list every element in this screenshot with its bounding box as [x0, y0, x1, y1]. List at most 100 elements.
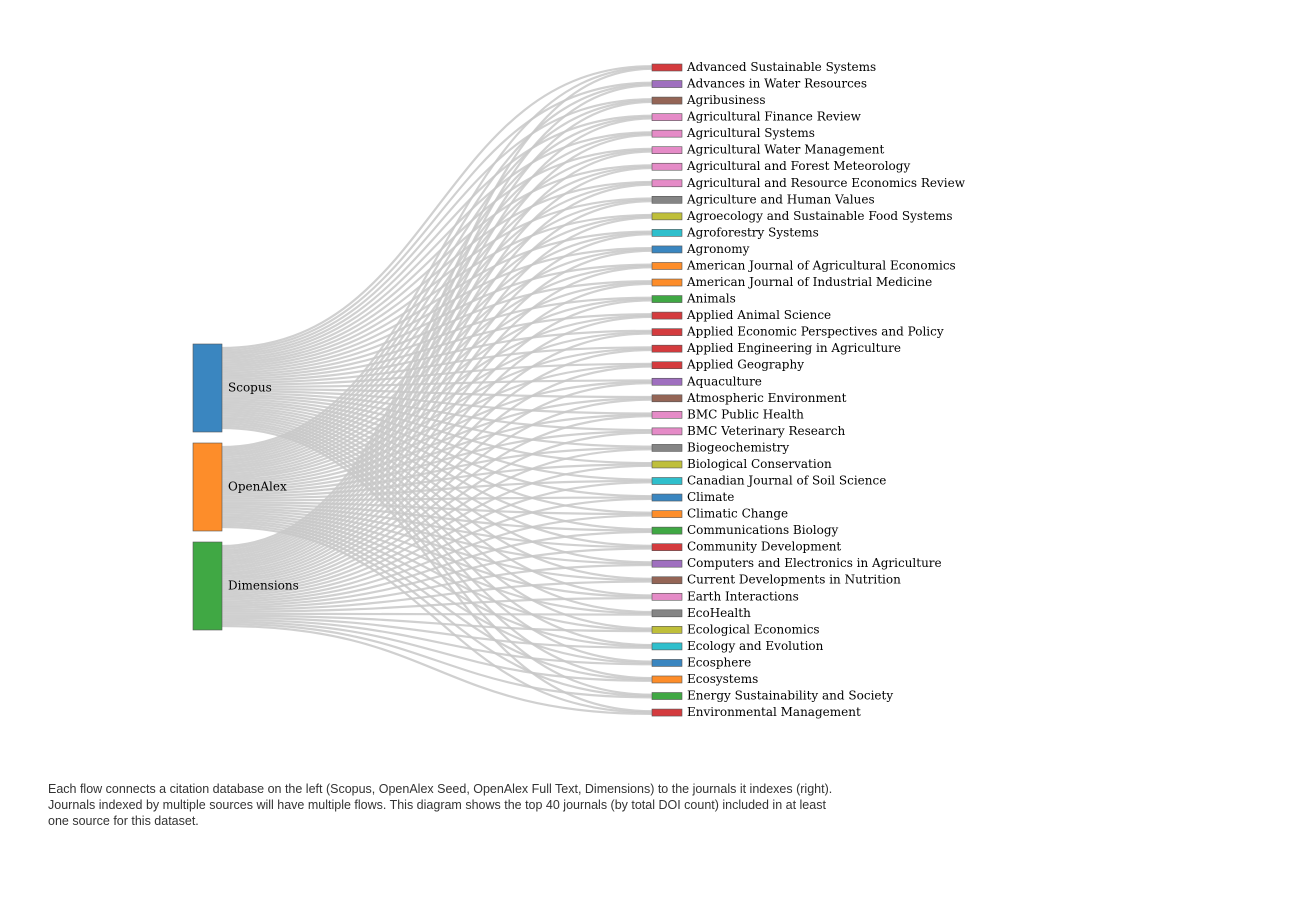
flow-scopus-to-computers-and-electronics-in-agriculture[interactable]: [221, 408, 653, 564]
flow-dimensions-to-agronomy[interactable]: [221, 249, 653, 570]
flow-dimensions-to-applied-geography[interactable]: [221, 365, 653, 585]
flow-openalex-to-american-journal-of-agricultural-economics[interactable]: [221, 264, 653, 473]
flow-dimensions-to-agroecology-and-sustainable-food-systems[interactable]: [221, 216, 653, 566]
journal-node-community-development[interactable]: [651, 543, 683, 551]
flow-dimensions-to-agricultural-systems[interactable]: [221, 133, 653, 556]
journal-node-ecosphere[interactable]: [651, 659, 683, 667]
journal-node-ecohealth[interactable]: [651, 609, 683, 618]
flow-dimensions-to-aquaculture[interactable]: [221, 381, 653, 587]
flow-scopus-to-biogeochemistry[interactable]: [221, 394, 653, 448]
flow-openalex-to-ecohealth[interactable]: [221, 513, 653, 615]
flow-dimensions-to-bmc-veterinary-research[interactable]: [221, 431, 653, 593]
flow-openalex-to-bmc-veterinary-research[interactable]: [221, 430, 653, 494]
flow-scopus-to-agricultural-and-resource-economics-review[interactable]: [221, 180, 653, 364]
journal-node-communications-biology[interactable]: [651, 526, 683, 535]
flow-openalex-to-agricultural-and-forest-meteorology[interactable]: [221, 165, 653, 461]
flow-dimensions-to-current-developments-in-nutrition[interactable]: [221, 580, 653, 611]
flow-openalex-to-american-journal-of-industrial-medicine[interactable]: [221, 281, 653, 475]
journal-node-canadian-journal-of-soil-science[interactable]: [651, 477, 683, 485]
flow-dimensions-to-ecological-economics[interactable]: [221, 614, 653, 633]
flow-dimensions-to-climatic-change[interactable]: [221, 514, 653, 603]
flow-dimensions-to-environmental-management[interactable]: [221, 624, 653, 715]
flow-dimensions-to-ecology-and-evolution[interactable]: [221, 616, 653, 649]
journal-node-applied-geography[interactable]: [651, 361, 683, 370]
journal-node-agronomy[interactable]: [651, 245, 683, 254]
flow-openalex-to-community-development[interactable]: [221, 505, 653, 549]
flow-openalex-to-applied-economic-perspectives-and-policy[interactable]: [221, 331, 653, 481]
flow-dimensions-to-biological-conservation[interactable]: [221, 464, 653, 597]
journal-node-applied-economic-perspectives-and-policy[interactable]: [651, 328, 683, 336]
flow-scopus-to-communications-biology[interactable]: [221, 404, 653, 531]
journal-node-biological-conservation[interactable]: [651, 460, 683, 469]
journal-node-agricultural-finance-review[interactable]: [651, 113, 683, 121]
flow-openalex-to-agroecology-and-sustainable-food-systems[interactable]: [221, 215, 653, 467]
flow-openalex-to-canadian-journal-of-soil-science[interactable]: [221, 479, 653, 500]
flow-openalex-to-applied-engineering-in-agriculture[interactable]: [221, 347, 653, 483]
flow-openalex-to-agriculture-and-human-values[interactable]: [221, 198, 653, 465]
flow-openalex-to-computers-and-electronics-in-agriculture[interactable]: [221, 507, 653, 565]
flow-scopus-to-climatic-change[interactable]: [221, 402, 653, 514]
journal-node-climate[interactable]: [651, 493, 683, 502]
flow-scopus-to-canadian-journal-of-soil-science[interactable]: [221, 398, 653, 481]
journal-node-american-journal-of-industrial-medicine[interactable]: [651, 278, 683, 287]
flow-scopus-to-agroforestry-systems[interactable]: [221, 230, 653, 370]
journal-node-advanced-sustainable-systems[interactable]: [651, 63, 683, 72]
flow-openalex-to-applied-geography[interactable]: [221, 364, 653, 486]
flow-scopus-to-agribusiness[interactable]: [221, 98, 653, 354]
journal-node-agricultural-and-forest-meteorology[interactable]: [651, 162, 683, 171]
flow-dimensions-to-communications-biology[interactable]: [221, 530, 653, 605]
journal-node-aquaculture[interactable]: [651, 377, 683, 386]
journal-node-applied-animal-science[interactable]: [651, 311, 683, 320]
flow-dimensions-to-advances-in-water-resources[interactable]: [221, 84, 653, 550]
flow-dimensions-to-energy-sustainability-and-society[interactable]: [221, 622, 653, 699]
flow-openalex-to-agricultural-systems[interactable]: [221, 132, 653, 457]
flow-dimensions-to-computers-and-electronics-in-agriculture[interactable]: [221, 563, 653, 609]
journal-node-american-journal-of-agricultural-economics[interactable]: [651, 262, 683, 270]
flow-openalex-to-agroforestry-systems[interactable]: [221, 231, 653, 469]
flow-dimensions-to-canadian-journal-of-soil-science[interactable]: [221, 481, 653, 599]
flow-dimensions-to-american-journal-of-industrial-medicine[interactable]: [221, 282, 653, 574]
journal-node-applied-engineering-in-agriculture[interactable]: [651, 344, 683, 353]
flow-dimensions-to-agricultural-and-resource-economics-review[interactable]: [221, 183, 653, 562]
flow-dimensions-to-earth-interactions[interactable]: [221, 597, 653, 613]
flow-dimensions-to-american-journal-of-agricultural-economics[interactable]: [221, 266, 653, 572]
journal-node-bmc-public-health[interactable]: [651, 411, 683, 419]
flow-openalex-to-agricultural-and-resource-economics-review[interactable]: [221, 182, 653, 463]
journal-node-atmospheric-environment[interactable]: [651, 394, 683, 403]
journal-node-ecology-and-evolution[interactable]: [651, 642, 683, 651]
flow-scopus-to-advanced-sustainable-systems[interactable]: [221, 65, 653, 350]
flow-openalex-to-climate[interactable]: [221, 496, 653, 502]
flow-dimensions-to-applied-animal-science[interactable]: [221, 315, 653, 578]
flow-dimensions-to-agribusiness[interactable]: [221, 100, 653, 552]
flow-dimensions-to-community-development[interactable]: [221, 547, 653, 607]
journal-node-agricultural-and-resource-economics-review[interactable]: [651, 179, 683, 188]
flow-scopus-to-agricultural-systems[interactable]: [221, 131, 653, 358]
journal-node-earth-interactions[interactable]: [651, 592, 683, 601]
flow-dimensions-to-ecosphere[interactable]: [221, 618, 653, 666]
flow-dimensions-to-biogeochemistry[interactable]: [221, 448, 653, 595]
journal-node-agroforestry-systems[interactable]: [651, 229, 683, 237]
flow-scopus-to-agricultural-finance-review[interactable]: [221, 114, 653, 356]
journal-node-advances-in-water-resources[interactable]: [651, 80, 683, 88]
flow-scopus-to-earth-interactions[interactable]: [221, 412, 653, 597]
journal-node-environmental-management[interactable]: [651, 708, 683, 717]
journal-node-bmc-veterinary-research[interactable]: [651, 427, 683, 436]
journal-node-agribusiness[interactable]: [651, 96, 683, 105]
flow-dimensions-to-bmc-public-health[interactable]: [221, 415, 653, 591]
journal-node-ecosystems[interactable]: [651, 675, 683, 684]
journal-node-animals[interactable]: [651, 295, 683, 303]
flow-dimensions-to-atmospheric-environment[interactable]: [221, 398, 653, 589]
source-node-dimensions[interactable]: [192, 541, 223, 631]
flow-openalex-to-current-developments-in-nutrition[interactable]: [221, 509, 653, 582]
source-node-scopus[interactable]: [192, 343, 223, 433]
flow-dimensions-to-applied-engineering-in-agriculture[interactable]: [221, 348, 653, 582]
flow-scopus-to-agroecology-and-sustainable-food-systems[interactable]: [221, 213, 653, 368]
flow-dimensions-to-agricultural-water-management[interactable]: [221, 150, 653, 558]
flow-scopus-to-agricultural-water-management[interactable]: [221, 147, 653, 360]
journal-node-current-developments-in-nutrition[interactable]: [651, 576, 683, 585]
flow-openalex-to-atmospheric-environment[interactable]: [221, 397, 653, 490]
flow-openalex-to-aquaculture[interactable]: [221, 380, 653, 488]
flow-openalex-to-animals[interactable]: [221, 297, 653, 477]
flow-dimensions-to-agricultural-finance-review[interactable]: [221, 117, 653, 554]
journal-node-computers-and-electronics-in-agriculture[interactable]: [651, 559, 683, 568]
